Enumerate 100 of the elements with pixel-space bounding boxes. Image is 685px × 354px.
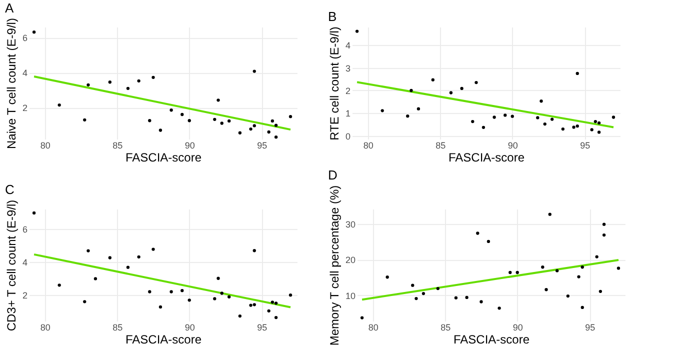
point [355, 30, 359, 33]
point [213, 118, 216, 121]
point [216, 276, 220, 280]
point [598, 290, 602, 293]
point [252, 70, 256, 73]
point [414, 296, 418, 300]
point [108, 80, 112, 84]
point [32, 30, 36, 34]
point [516, 270, 519, 274]
point [556, 269, 559, 272]
point [572, 126, 576, 129]
point [431, 78, 434, 82]
point [580, 306, 584, 310]
y-tick-label: 4 [22, 68, 28, 78]
chart-title: A [4, 0, 14, 16]
point [480, 300, 483, 304]
point [449, 91, 453, 94]
point [170, 290, 173, 294]
point [602, 222, 606, 226]
x-tick-label: 85 [440, 322, 451, 332]
point [148, 119, 152, 122]
y-tick-label: 6 [22, 33, 28, 43]
point [86, 83, 90, 87]
x-tick-label: 90 [508, 140, 518, 150]
x-tick-label: 90 [512, 322, 523, 332]
point [471, 120, 474, 124]
point [550, 118, 554, 121]
point [590, 128, 594, 132]
point [83, 118, 86, 122]
point [597, 130, 601, 134]
point [422, 292, 426, 296]
x-tick-label: 85 [112, 140, 123, 150]
point [86, 249, 90, 252]
point [536, 116, 540, 120]
point [508, 270, 512, 274]
point [540, 100, 543, 103]
x-tick-label: 95 [580, 140, 590, 150]
y-tick-label: 1 [345, 108, 350, 119]
point [94, 277, 98, 280]
y-tick-label: 2 [345, 86, 350, 96]
point [498, 306, 501, 310]
y-tick-label: 4 [22, 257, 28, 268]
point [543, 122, 546, 126]
point [228, 295, 231, 298]
point [188, 119, 191, 122]
point [228, 119, 231, 123]
point [158, 128, 162, 132]
point [436, 286, 440, 290]
x-tick-label: 80 [40, 140, 50, 150]
point [616, 266, 620, 270]
point [252, 303, 256, 306]
point [108, 256, 112, 260]
x-tick-label: 95 [257, 322, 268, 332]
y-axis-title: Naive T cell count (E-9/l) [4, 18, 18, 149]
x-tick-label: 80 [363, 140, 374, 150]
point [274, 302, 278, 305]
point [252, 249, 256, 252]
point [612, 116, 616, 119]
point [152, 76, 155, 79]
point [158, 305, 162, 309]
point [137, 255, 140, 258]
point [126, 266, 130, 269]
point [188, 298, 191, 302]
point [541, 266, 544, 269]
point [270, 300, 274, 304]
x-tick-label: 95 [257, 140, 268, 150]
point [577, 275, 580, 278]
point [152, 248, 155, 251]
point [220, 122, 224, 125]
point [267, 130, 270, 134]
x-axis-title: FASCIA-score [125, 150, 202, 164]
y-tick-label: 3 [345, 63, 350, 74]
point [267, 309, 270, 312]
point [580, 266, 584, 269]
point [566, 294, 570, 298]
point [220, 292, 224, 295]
point [137, 79, 140, 82]
point [249, 127, 252, 131]
point [510, 114, 514, 118]
point [594, 120, 598, 124]
y-tick-label: 4 [345, 40, 350, 51]
x-tick-label: 80 [368, 322, 378, 332]
x-tick-label: 95 [585, 322, 596, 332]
point [58, 103, 61, 107]
point [170, 108, 173, 112]
point [386, 276, 389, 279]
point [238, 131, 242, 134]
chart-title: D [328, 168, 338, 183]
point [32, 211, 36, 215]
point [474, 80, 478, 84]
y-tick-label: 2 [22, 290, 28, 300]
point [460, 86, 464, 90]
point [411, 284, 414, 287]
x-tick-label: 90 [184, 140, 195, 150]
y-tick-label: 0 [345, 131, 350, 142]
point [270, 119, 274, 123]
point [410, 88, 413, 92]
point [486, 240, 490, 244]
chart-title: C [4, 182, 14, 198]
chart-title: B [328, 9, 337, 24]
